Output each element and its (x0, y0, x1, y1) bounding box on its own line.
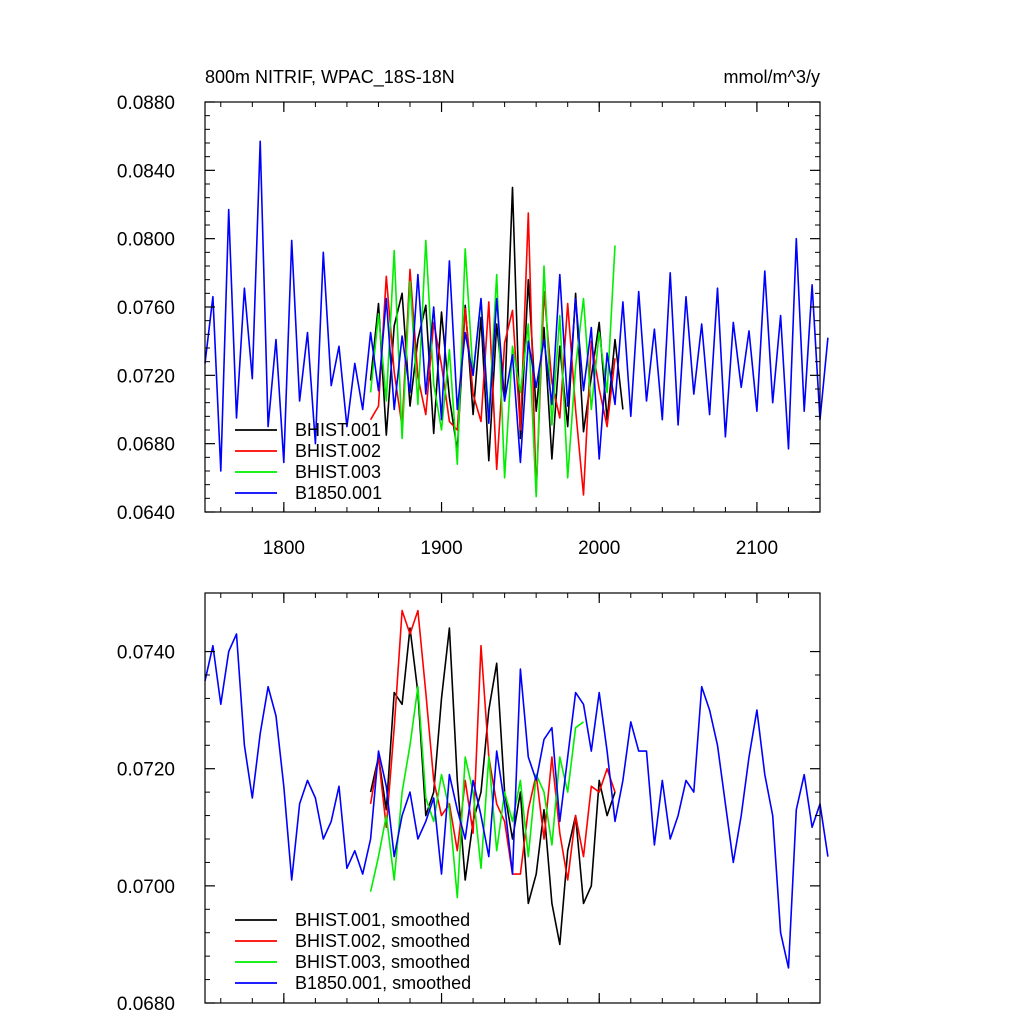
legend-label: BHIST.001 (295, 420, 381, 440)
series-line-3 (369, 685, 584, 899)
plot-frame (204, 592, 821, 1004)
chart-units: mmol/m^3/y (724, 67, 820, 87)
y-tick-label: 0.0640 (117, 503, 175, 524)
x-tick-label: 2000 (578, 538, 620, 559)
y-tick-label: 0.0840 (117, 161, 175, 182)
series-line-1 (369, 186, 624, 462)
y-tick-label: 0.0720 (117, 366, 175, 387)
y-tick-label: 0.0800 (117, 230, 175, 251)
series-line-3 (369, 239, 616, 498)
y-tick-label: 0.0680 (117, 435, 175, 456)
panel-2: 0.0680 0.0700 0.0720 0.0740 BHIST.001, smoot… (117, 592, 829, 1015)
y-tick-label: 0.0720 (117, 760, 175, 781)
y-tick-label: 0.0760 (117, 298, 175, 319)
x-tick-label: 2100 (736, 538, 778, 559)
legend-label: BHIST.002, smoothed (295, 931, 470, 951)
series-line-4 (204, 633, 829, 969)
legend-label: B1850.001 (295, 483, 382, 503)
legend-label: BHIST.003, smoothed (295, 952, 470, 972)
legend-label: BHIST.001, smoothed (295, 910, 470, 930)
chart-title: 800m NITRIF, WPAC_18S-18N (205, 67, 455, 88)
legend-label: B1850.001, smoothed (295, 973, 471, 993)
legend-label: BHIST.003 (295, 462, 381, 482)
series-line-1 (369, 627, 616, 946)
legend-label: BHIST.002 (295, 441, 381, 461)
series-line-2 (369, 609, 616, 881)
y-tick-label: 0.0740 (117, 643, 175, 664)
y-tick-label: 0.0680 (117, 994, 175, 1015)
y-tick-label: 0.0700 (117, 877, 175, 898)
series-line-4 (204, 140, 829, 472)
x-tick-label: 1800 (263, 538, 305, 559)
panel-1: 1800 1900 2000 2100 0.0640 0.0680 0.0720 0.0760… (117, 93, 829, 559)
x-tick-label: 1900 (420, 538, 462, 559)
y-tick-label: 0.0880 (117, 93, 175, 114)
panels-layer: 1800 1900 2000 2100 0.0640 0.0680 0.0720 0.0760… (117, 93, 829, 1015)
